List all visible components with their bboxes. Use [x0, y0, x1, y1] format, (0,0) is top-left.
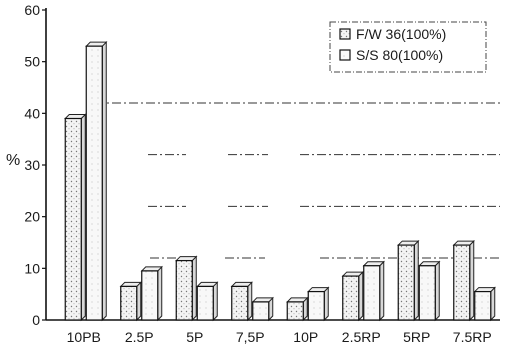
bar — [473, 286, 496, 322]
bar-side — [490, 286, 496, 322]
bar-front — [120, 285, 138, 321]
y-tick-label: 50 — [24, 54, 40, 70]
bar-side — [379, 260, 385, 322]
bar-side — [358, 270, 364, 322]
bar — [251, 296, 274, 322]
bar-front — [196, 285, 214, 321]
bar-top — [362, 261, 385, 267]
bar-top — [341, 271, 364, 277]
x-tick-label: 7,5P — [236, 329, 265, 345]
bar — [85, 40, 108, 322]
legend-label: S/S 80(100%) — [356, 47, 443, 63]
y-tick-label: 40 — [24, 105, 40, 121]
bar — [64, 113, 87, 322]
y-tick-label: 30 — [24, 157, 40, 173]
y-axis-title: % — [6, 152, 20, 169]
y-tick-label: 20 — [24, 209, 40, 225]
bar-side — [136, 281, 142, 322]
bar-front — [342, 275, 360, 321]
y-tick-label: 10 — [24, 260, 40, 276]
y-tick-label: 0 — [32, 312, 40, 328]
legend: F/W 36(100%) S/S 80(100%) — [329, 21, 487, 73]
bar-front — [231, 285, 249, 321]
axis-labels: 0 10 20 30 40 50 60% 10PB 2.5P 5P 7,5P 10P 2.5RP 5RP 7… — [6, 2, 492, 345]
gridlines — [95, 102, 500, 259]
x-tick-label: 2.5P — [125, 329, 154, 345]
bar-side — [212, 281, 218, 322]
bar-side — [191, 255, 197, 322]
bar-side — [247, 281, 253, 322]
y-tick-label: 60 — [24, 2, 40, 18]
bar — [286, 296, 309, 322]
legend-swatch — [339, 28, 351, 40]
bar — [140, 265, 163, 322]
x-tick-label: 10P — [293, 329, 318, 345]
bar-side — [413, 239, 419, 322]
bar — [418, 260, 441, 322]
bar-front — [363, 265, 381, 321]
x-tick-label: 7.5RP — [453, 329, 492, 345]
x-tick-label: 2.5RP — [342, 329, 381, 345]
bar — [452, 239, 475, 322]
bar-top — [397, 240, 420, 246]
bar — [196, 281, 219, 322]
bar — [307, 286, 330, 322]
bar-front — [175, 259, 193, 321]
legend-label: F/W 36(100%) — [356, 26, 446, 42]
bar — [175, 255, 198, 322]
bar-front — [286, 301, 304, 321]
bar-front — [397, 244, 415, 321]
x-tick-label: 5RP — [403, 329, 430, 345]
bar-top — [307, 287, 330, 293]
x-tick-label: 10PB — [67, 329, 101, 345]
bar-front — [64, 117, 82, 321]
bar-top — [418, 261, 441, 267]
bar-front — [474, 290, 492, 321]
bar-top — [473, 287, 496, 293]
legend-box — [329, 21, 487, 73]
bar — [230, 281, 253, 322]
bar-top — [175, 256, 198, 262]
bar-side — [323, 286, 329, 322]
bar-side — [434, 260, 440, 322]
bar-front — [307, 290, 325, 321]
bar-front — [85, 45, 103, 321]
bar-side — [469, 239, 475, 322]
bar — [362, 260, 385, 322]
bar-front — [141, 270, 159, 321]
bar — [397, 239, 420, 322]
bar-side — [157, 265, 163, 322]
bar-front — [418, 265, 436, 321]
bar — [341, 270, 364, 322]
legend-swatch — [339, 49, 351, 61]
x-tick-label: 5P — [186, 329, 203, 345]
bars — [64, 40, 496, 322]
bar-top — [452, 240, 475, 246]
bar-front — [252, 301, 270, 321]
bar — [119, 281, 142, 322]
bar-front — [453, 244, 471, 321]
